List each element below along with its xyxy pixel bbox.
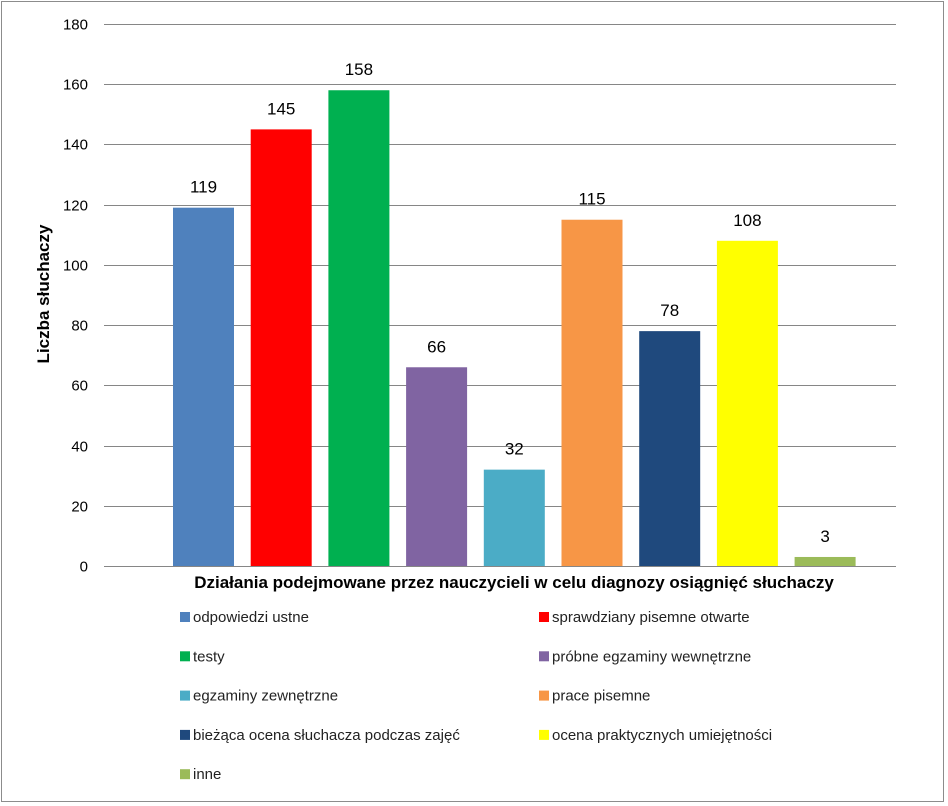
- legend-swatch: [539, 651, 549, 662]
- legend-item: sprawdziany pisemne otwarte: [539, 609, 750, 626]
- y-tick-label: 20: [71, 499, 88, 516]
- bars: [173, 90, 856, 567]
- legend-swatch: [180, 769, 190, 780]
- bar: [250, 129, 312, 566]
- y-tick-label: 40: [71, 439, 88, 456]
- legend-swatch: [180, 651, 190, 662]
- bar: [794, 556, 856, 566]
- data-labels: 119 145 158 66 32 115 78 108 3: [190, 60, 830, 546]
- y-tick-label: 160: [63, 77, 88, 94]
- data-label: 3: [820, 527, 829, 546]
- legend-item: próbne egzaminy wewnętrzne: [539, 648, 751, 665]
- x-axis-title: Działania podejmowane przez nauczycieli …: [194, 573, 834, 592]
- legend-item: bieżąca ocena słuchacza podczas zajęć: [180, 727, 460, 744]
- legend-swatch: [539, 612, 549, 622]
- y-tick-label: 180: [63, 17, 88, 34]
- legend-label: prace pisemne: [552, 688, 650, 705]
- data-label: 66: [427, 337, 446, 356]
- y-axis-ticks: 0 20 40 60 80 100 120 140 160 180: [63, 17, 88, 576]
- y-tick-label: 100: [63, 258, 88, 275]
- data-label: 115: [578, 190, 605, 209]
- bar: [639, 331, 701, 566]
- legend-label: próbne egzaminy wewnętrzne: [552, 648, 751, 665]
- bar: [716, 240, 778, 567]
- y-tick-label: 120: [63, 198, 88, 215]
- legend-item: inne: [180, 766, 221, 783]
- legend-swatch: [180, 690, 190, 701]
- y-axis-title: Liczba słuchaczy: [34, 224, 53, 363]
- bar: [328, 90, 390, 566]
- bar: [561, 219, 623, 566]
- legend-item: egzaminy zewnętrzne: [180, 688, 338, 705]
- data-label: 108: [733, 211, 761, 230]
- legend-item: odpowiedzi ustne: [180, 609, 309, 626]
- legend-item: testy: [180, 648, 225, 665]
- legend-label: ocena praktycznych umiejętności: [552, 727, 772, 744]
- bar: [483, 469, 545, 566]
- data-label: 158: [345, 60, 373, 79]
- legend-swatch: [539, 690, 549, 701]
- data-label: 78: [660, 301, 679, 320]
- legend-item: ocena praktycznych umiejętności: [539, 727, 772, 744]
- bar: [173, 207, 234, 566]
- data-label: 145: [267, 99, 295, 118]
- y-tick-label: 60: [71, 378, 88, 395]
- legend-swatch: [539, 729, 549, 740]
- legend-item: prace pisemne: [539, 688, 650, 705]
- y-tick-label: 80: [71, 318, 88, 335]
- legend-swatch: [180, 612, 190, 622]
- bar: [406, 367, 468, 566]
- legend-label: testy: [193, 648, 225, 665]
- legend-label: egzaminy zewnętrzne: [193, 688, 338, 705]
- legend-label: bieżąca ocena słuchacza podczas zajęć: [193, 727, 460, 744]
- legend: odpowiedzi ustne sprawdziany pisemne otwa…: [180, 609, 772, 783]
- data-label: 119: [190, 178, 217, 197]
- legend-swatch: [180, 729, 190, 740]
- data-label: 32: [505, 440, 524, 459]
- legend-label: odpowiedzi ustne: [193, 609, 309, 626]
- legend-label: inne: [193, 766, 221, 783]
- y-tick-label: 0: [80, 559, 88, 576]
- y-tick-label: 140: [63, 137, 88, 154]
- legend-label: sprawdziany pisemne otwarte: [552, 609, 750, 626]
